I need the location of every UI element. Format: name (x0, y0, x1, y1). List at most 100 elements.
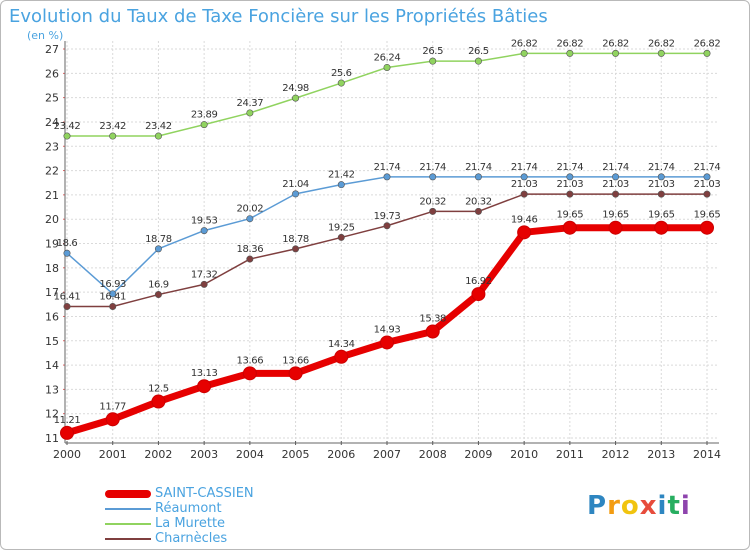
series-point-3 (474, 207, 482, 215)
data-label: 21.03 (511, 179, 538, 190)
data-label: 21.74 (374, 162, 401, 173)
data-label: 21.03 (648, 179, 675, 190)
data-label: 21.03 (557, 179, 584, 190)
x-tick-label: 2001 (99, 448, 127, 461)
y-tick-label: 18 (45, 262, 59, 275)
data-label: 26.82 (557, 38, 584, 49)
x-tick-label: 2000 (53, 448, 81, 461)
data-label: 17.32 (191, 269, 218, 280)
data-label: 26.82 (648, 38, 675, 49)
series-point-1 (612, 173, 620, 181)
series-point-1 (657, 173, 665, 181)
y-tick-label: 21 (45, 189, 59, 202)
series-point-3 (612, 190, 620, 198)
x-tick-label: 2014 (693, 448, 721, 461)
data-label: 26.5 (422, 46, 443, 57)
x-tick-label: 2010 (510, 448, 538, 461)
legend-label: SAINT-CASSIEN (155, 486, 254, 501)
data-label: 23.42 (145, 121, 172, 132)
y-tick-label: 11 (45, 432, 59, 445)
series-point-0 (60, 425, 74, 440)
series-point-1 (63, 249, 71, 257)
series-point-1 (520, 173, 528, 181)
series-point-0 (700, 220, 714, 235)
data-label: 23.42 (99, 121, 126, 132)
logo-letter: i (680, 491, 691, 521)
logo-letter: r (607, 491, 621, 521)
series-point-3 (703, 190, 711, 198)
x-tick-label: 2004 (236, 448, 264, 461)
series-point-2 (429, 57, 437, 65)
series-point-2 (292, 94, 300, 102)
data-label: 19.65 (694, 210, 721, 221)
data-label: 26.82 (694, 38, 721, 49)
y-tick-label: 23 (45, 140, 59, 153)
data-label: 21.74 (694, 162, 721, 173)
series-point-1 (703, 173, 711, 181)
data-label: 21.74 (465, 162, 492, 173)
axes: 11 12 13 14 15 16 17 18 19 20 21 22 23 24 25 26 27 2000 20… (45, 41, 721, 461)
x-tick-label: 2007 (373, 448, 401, 461)
y-tick-label: 16 (45, 310, 59, 323)
series-point-0 (425, 324, 440, 339)
data-label: 19.46 (511, 214, 538, 225)
series-point-0 (151, 394, 166, 409)
data-label: 19.73 (374, 211, 401, 222)
series-point-0 (242, 366, 257, 381)
y-tick-label: 24 (45, 116, 59, 129)
series-point-3 (429, 207, 437, 215)
data-label: 20.02 (237, 204, 264, 215)
data-label: 23.89 (191, 110, 218, 121)
data-label: 16.92 (465, 276, 492, 287)
data-label: 14.34 (328, 339, 355, 350)
data-label: 12.5 (148, 384, 169, 395)
legend-label: La Murette (155, 516, 226, 531)
logo-letter: i (657, 491, 668, 521)
legend-label: Réaumont (155, 501, 222, 516)
data-label: 13.66 (237, 355, 264, 366)
series-point-1 (474, 173, 482, 181)
series-point-2 (109, 132, 117, 140)
series-point-2 (383, 63, 391, 71)
x-tick-label: 2008 (419, 448, 447, 461)
x-tick-label: 2009 (464, 448, 492, 461)
x-tick-label: 2003 (190, 448, 218, 461)
y-tick-label: 22 (45, 165, 59, 178)
series-point-3 (520, 190, 528, 198)
logo-letter: t (667, 491, 681, 521)
data-label: 20.32 (465, 196, 492, 207)
series-point-0 (562, 220, 577, 235)
series-point-0 (288, 366, 303, 381)
data-label: 26.82 (602, 38, 629, 49)
data-label: 18.36 (237, 244, 264, 255)
series-point-2 (612, 49, 620, 57)
series-point-2 (154, 132, 162, 140)
data-label: 19.65 (648, 210, 675, 221)
legend-swatch (105, 523, 151, 525)
data-label: 16.9 (148, 280, 169, 291)
x-tick-label: 2013 (647, 448, 675, 461)
data-label: 24.98 (282, 83, 309, 94)
legend-swatch (105, 490, 151, 498)
data-label: 19.25 (328, 222, 355, 233)
unit-label: (en %) (27, 29, 64, 42)
series-point-1 (109, 290, 117, 298)
series-point-0 (105, 412, 120, 427)
data-labels: 11.21 11.77 12.5 13.13 13.66 13.66 14.34 14.93 1… (54, 38, 721, 426)
data-label: 16.41 (54, 291, 81, 302)
series-point-1 (246, 215, 254, 223)
data-label: 18.6 (57, 238, 78, 249)
series-point-2 (657, 49, 665, 57)
series-point-1 (292, 190, 300, 198)
series-point-3 (63, 302, 71, 310)
y-tick-label: 17 (45, 286, 59, 299)
data-label: 16.41 (99, 291, 126, 302)
proxiti-logo: Proxiti (587, 491, 691, 521)
series-point-3 (246, 255, 254, 263)
grid (66, 41, 719, 442)
series-point-3 (292, 245, 300, 253)
data-label: 15.38 (419, 314, 446, 325)
data-label: 21.03 (602, 179, 629, 190)
